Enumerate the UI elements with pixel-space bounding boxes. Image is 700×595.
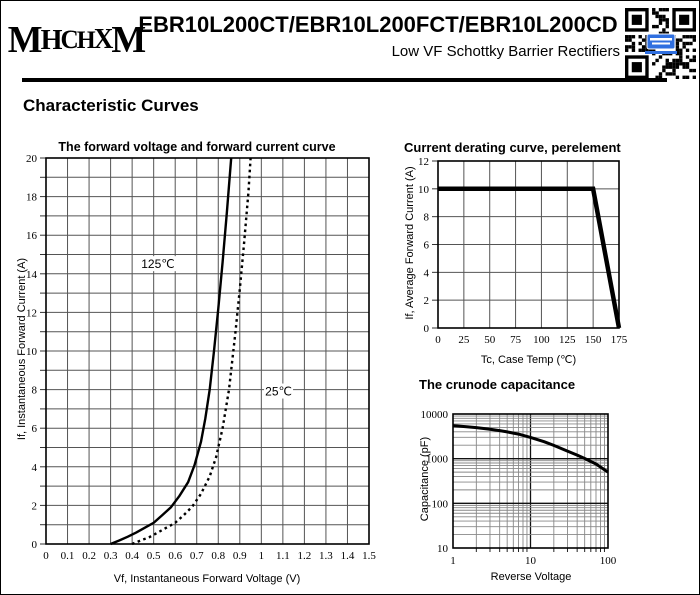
chart1-y-axis-label: If, Instantaneous Forward Current (A) bbox=[16, 257, 28, 441]
svg-text:100: 100 bbox=[533, 334, 550, 346]
chart2-y-axis-label: If, Average Forward Current (A) bbox=[404, 166, 416, 320]
curve-25C bbox=[131, 157, 252, 546]
grid-lines bbox=[46, 158, 369, 544]
svg-text:1.3: 1.3 bbox=[319, 550, 333, 562]
svg-text:20: 20 bbox=[26, 153, 38, 165]
svg-text:4: 4 bbox=[424, 267, 430, 279]
brand-logo-letter: X bbox=[93, 24, 114, 55]
svg-text:0: 0 bbox=[435, 334, 441, 346]
header-rule bbox=[22, 78, 667, 82]
svg-text:0.9: 0.9 bbox=[233, 550, 247, 562]
svg-text:2: 2 bbox=[424, 295, 430, 307]
svg-text:16: 16 bbox=[26, 230, 38, 242]
curve-label: 125℃ bbox=[141, 257, 175, 271]
svg-text:100: 100 bbox=[432, 498, 449, 510]
chart1-forward-voltage-svg: 0 2 4 6 8 10 12 14 16 18 20 0 0.1 0.2 0.3 0.4 0.5 0.6 0.7 0… bbox=[26, 153, 376, 562]
svg-text:25: 25 bbox=[458, 334, 470, 346]
log-grid-lines bbox=[453, 414, 608, 552]
svg-text:0.3: 0.3 bbox=[104, 550, 118, 562]
brand-logo-letter: C bbox=[60, 25, 79, 54]
svg-text:0.2: 0.2 bbox=[82, 550, 96, 562]
svg-text:1.5: 1.5 bbox=[362, 550, 376, 562]
curve-derating bbox=[438, 186, 622, 329]
svg-text:8: 8 bbox=[32, 385, 38, 397]
svg-text:2: 2 bbox=[32, 500, 38, 512]
doc-subtitle: Low VF Schottky Barrier Rectifiers bbox=[391, 43, 620, 60]
brand-logo-letter: H bbox=[40, 23, 63, 56]
svg-text:6: 6 bbox=[32, 423, 38, 435]
svg-text:175: 175 bbox=[611, 334, 628, 346]
svg-text:1: 1 bbox=[450, 555, 456, 567]
svg-text:12: 12 bbox=[26, 307, 37, 319]
curve-label-bg bbox=[139, 256, 176, 272]
svg-text:0: 0 bbox=[424, 323, 430, 335]
qr-code-icon bbox=[625, 8, 696, 79]
svg-text:0.5: 0.5 bbox=[147, 550, 161, 562]
svg-text:50: 50 bbox=[484, 334, 496, 346]
svg-text:0.4: 0.4 bbox=[125, 550, 139, 562]
svg-text:0.8: 0.8 bbox=[211, 550, 225, 562]
chart2-derating-svg: 0 2 4 6 8 10 12 0 25 50 75 100 125 150 175 bbox=[418, 156, 628, 346]
svg-text:10000: 10000 bbox=[421, 409, 449, 421]
svg-text:1000: 1000 bbox=[426, 454, 449, 466]
svg-text:1.2: 1.2 bbox=[298, 550, 312, 562]
svg-text:0: 0 bbox=[32, 539, 38, 551]
svg-text:12: 12 bbox=[418, 156, 429, 168]
svg-text:10: 10 bbox=[26, 346, 38, 358]
doc-title: EBR10L200CT/EBR10L200FCT/EBR10L200CD bbox=[138, 12, 618, 37]
svg-text:4: 4 bbox=[32, 462, 38, 474]
grid-lines bbox=[438, 161, 619, 328]
brand-logo-letter: M bbox=[111, 19, 146, 61]
chart3-y-axis-label: Capacitance (pF) bbox=[419, 436, 431, 522]
svg-text:1.1: 1.1 bbox=[276, 550, 290, 562]
chart3-title: The crunode capacitance bbox=[419, 377, 576, 392]
chart1-x-axis-label: Vf, Instantaneous Forward Voltage (V) bbox=[113, 573, 301, 585]
brand-logo-letter: M bbox=[7, 19, 43, 61]
chart2-x-axis-label: Tc, Case Temp (℃) bbox=[480, 354, 577, 366]
curve-125C bbox=[110, 157, 233, 546]
svg-text:0.1: 0.1 bbox=[61, 550, 75, 562]
chart2-title: Current derating curve, perelement bbox=[404, 140, 621, 155]
svg-text:125: 125 bbox=[559, 334, 576, 346]
svg-text:0.6: 0.6 bbox=[168, 550, 182, 562]
brand-logo-letter: H bbox=[76, 26, 96, 54]
svg-text:0.7: 0.7 bbox=[190, 550, 204, 562]
curve-label: 25℃ bbox=[265, 385, 292, 399]
svg-text:10: 10 bbox=[525, 555, 537, 567]
svg-text:18: 18 bbox=[26, 192, 38, 204]
svg-text:1: 1 bbox=[259, 550, 265, 562]
qr-center-logo bbox=[645, 33, 677, 54]
svg-text:150: 150 bbox=[585, 334, 602, 346]
curve-label-bg bbox=[264, 383, 294, 399]
svg-text:1.4: 1.4 bbox=[341, 550, 355, 562]
chart1-title: The forward voltage and forward current … bbox=[58, 140, 336, 154]
svg-text:8: 8 bbox=[424, 212, 430, 224]
svg-text:14: 14 bbox=[26, 269, 38, 281]
svg-text:10: 10 bbox=[418, 184, 430, 196]
svg-text:75: 75 bbox=[510, 334, 522, 346]
section-title: Characteristic Curves bbox=[23, 96, 199, 115]
svg-text:10: 10 bbox=[437, 543, 449, 555]
svg-text:0: 0 bbox=[43, 550, 49, 562]
svg-text:6: 6 bbox=[424, 240, 430, 252]
curve-capacitance bbox=[452, 424, 609, 474]
svg-text:100: 100 bbox=[600, 555, 617, 567]
axis-ticks bbox=[40, 157, 46, 545]
chart3-x-axis-label: Reverse Voltage bbox=[490, 571, 572, 583]
axis-ticks bbox=[432, 160, 438, 329]
